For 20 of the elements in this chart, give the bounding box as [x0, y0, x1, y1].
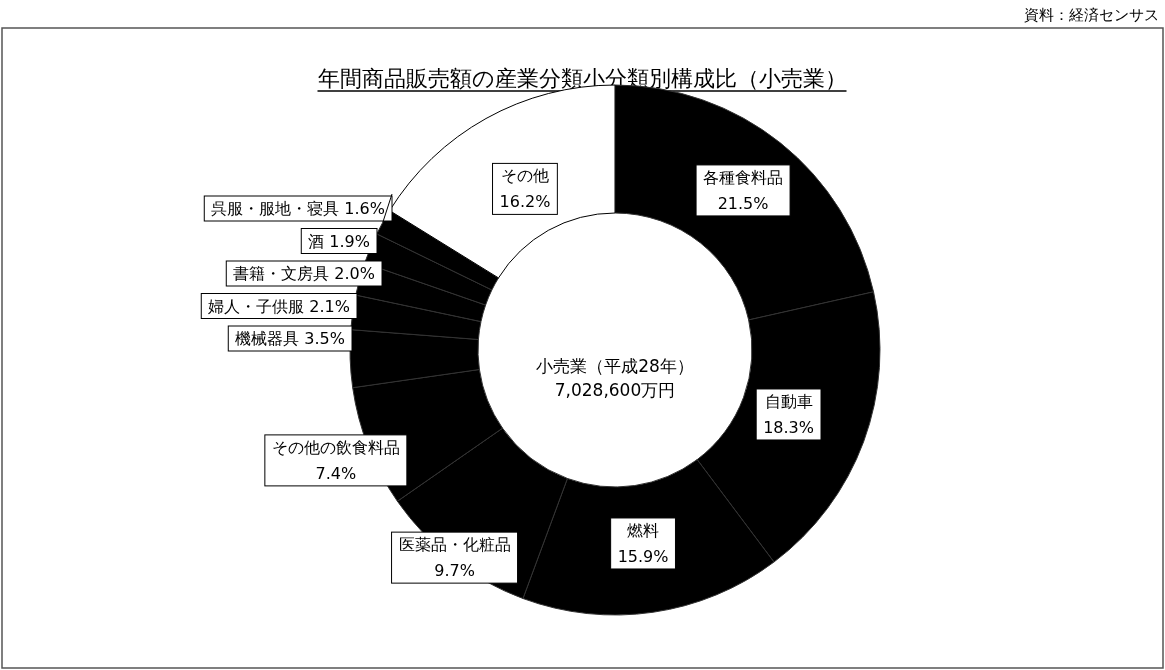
data-label: 18.3% [763, 417, 814, 437]
text: 7,028,600万円 [554, 380, 676, 400]
slice-label: 燃料 [627, 520, 660, 540]
slice-label: 呉服・服地・寝具 1.6% [211, 199, 385, 218]
slice-label: 自動車 [764, 391, 813, 411]
slice-label: 婦人・子供服 2.1% [208, 296, 350, 316]
data-label: 9.7% [434, 561, 475, 581]
slice-label: 機械器具 3.5% [235, 329, 345, 348]
slice-label: 各種食料品 [703, 167, 784, 187]
slice-label: その他 [500, 166, 549, 186]
data-label: 15.9% [617, 546, 669, 566]
slice-label: その他の飲食料品 [271, 437, 400, 457]
text: 小売業（平成28年） [536, 356, 694, 376]
slice-label: 医薬品・化粧品 [398, 535, 511, 555]
text: 資料：経済センサス [1024, 6, 1159, 24]
data-label: 16.2% [499, 192, 551, 212]
data-label: 7.4% [315, 463, 357, 483]
data-label: 21.5% [717, 193, 769, 213]
legend-label: 書籍・文房具 2.0% [233, 264, 375, 283]
slice-label: 酒 1.9% [308, 231, 370, 251]
